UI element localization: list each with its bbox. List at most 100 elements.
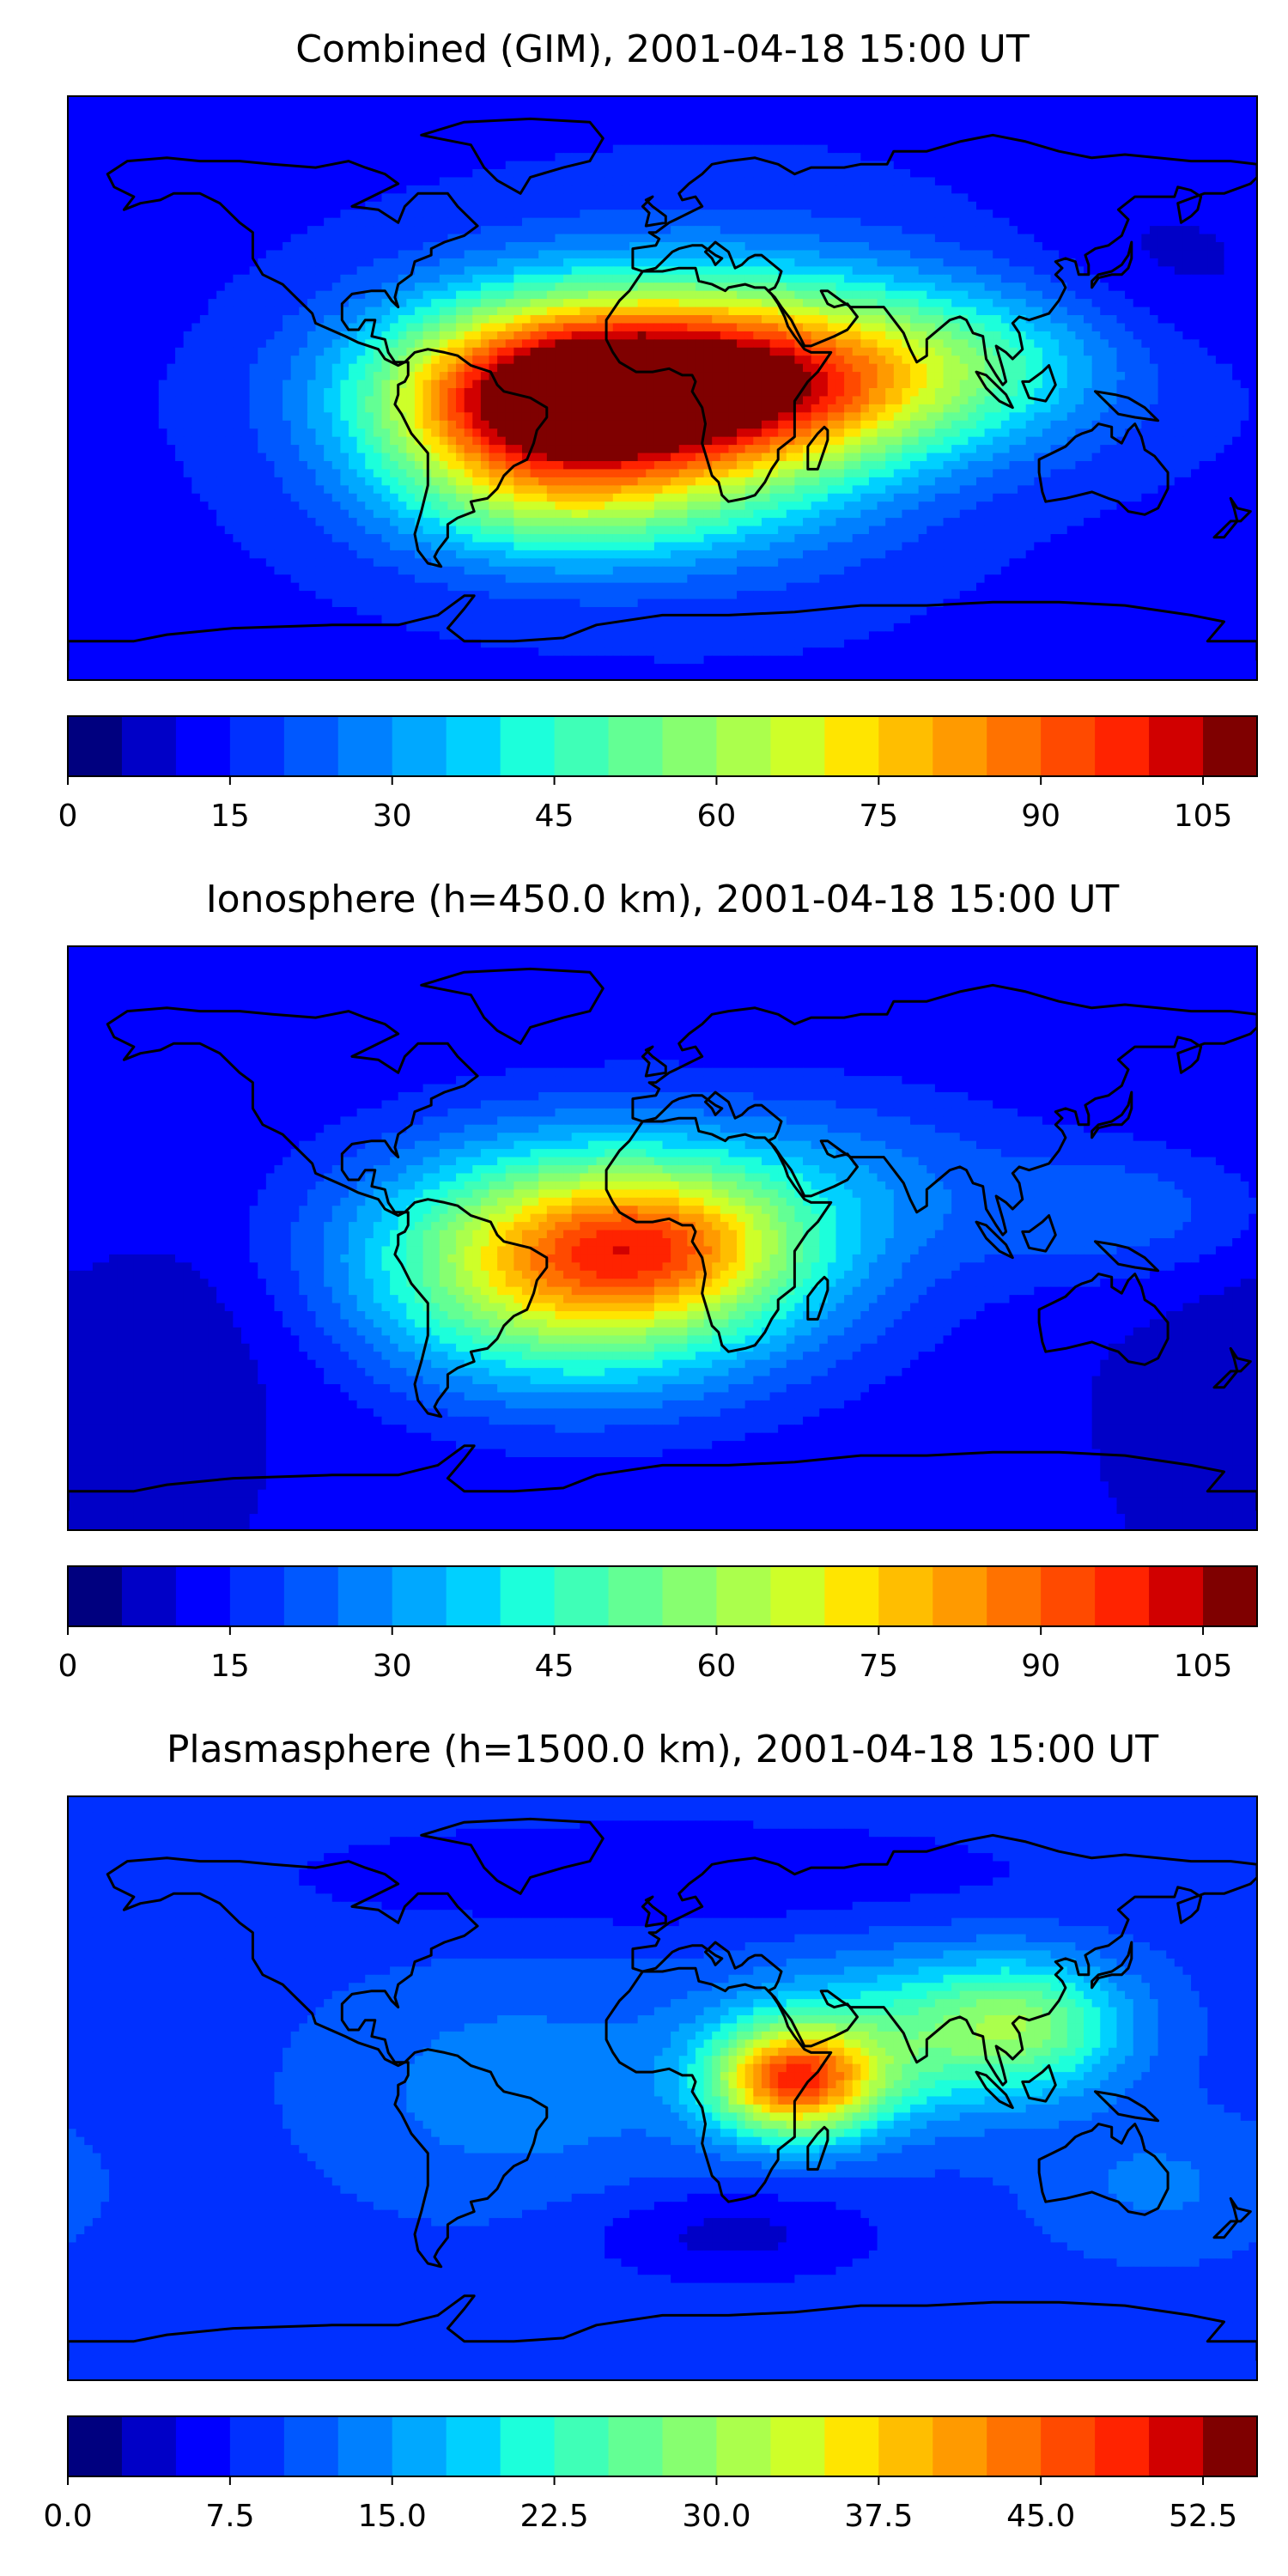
field-cell	[975, 363, 986, 373]
field-cell	[422, 169, 432, 179]
field-cell	[835, 234, 845, 243]
field-cell	[538, 299, 548, 308]
field-cell	[224, 266, 234, 276]
field-cell	[943, 355, 952, 365]
field-cell	[513, 104, 523, 113]
field-cell	[1059, 242, 1068, 252]
field-cell	[480, 161, 490, 170]
field-cell	[546, 331, 556, 340]
field-cell	[934, 339, 945, 349]
field-cell	[68, 217, 77, 227]
field-cell	[1133, 274, 1142, 283]
field-cell	[240, 217, 251, 227]
field-cell	[902, 185, 911, 194]
field-cell	[902, 96, 911, 106]
field-cell	[142, 274, 151, 283]
field-cell	[794, 193, 804, 203]
field-cell	[258, 144, 267, 154]
field-cell	[183, 128, 192, 137]
field-cell	[1215, 323, 1225, 332]
field-cell	[258, 355, 267, 365]
field-cell	[315, 169, 325, 179]
field-cell	[943, 266, 952, 276]
field-cell	[390, 169, 399, 179]
field-cell	[927, 299, 936, 308]
field-cell	[398, 128, 407, 137]
field-cell	[183, 144, 192, 154]
field-cell	[1075, 315, 1084, 325]
field-cell	[753, 112, 762, 121]
field-cell	[125, 258, 135, 267]
field-cell	[199, 153, 210, 162]
field-cell	[530, 347, 539, 356]
field-cell	[290, 185, 300, 194]
field-cell	[910, 274, 920, 283]
field-cell	[1009, 120, 1018, 130]
field-cell	[356, 210, 366, 219]
field-cell	[283, 185, 292, 194]
field-cell	[737, 283, 746, 292]
field-cell	[274, 185, 283, 194]
field-cell	[811, 185, 820, 194]
field-cell	[687, 169, 696, 179]
field-cell	[868, 323, 878, 332]
field-cell	[728, 347, 738, 356]
field-cell	[349, 234, 358, 243]
field-cell	[349, 250, 358, 259]
field-cell	[167, 331, 176, 340]
field-cell	[671, 283, 680, 292]
field-cell	[340, 104, 349, 113]
field-cell	[398, 372, 407, 381]
field-cell	[191, 242, 201, 252]
field-cell	[199, 242, 210, 252]
field-cell	[439, 372, 449, 381]
field-cell	[175, 372, 185, 381]
field-cell	[1232, 193, 1242, 203]
field-cell	[439, 283, 449, 292]
field-cell	[92, 290, 102, 300]
field-cell	[480, 137, 490, 146]
field-cell	[538, 112, 548, 121]
field-cell	[720, 372, 730, 381]
field-cell	[1059, 283, 1068, 292]
field-cell	[852, 185, 861, 194]
field-cell	[646, 307, 655, 316]
field-cell	[621, 331, 630, 340]
field-cell	[563, 355, 573, 365]
field-cell	[786, 185, 795, 194]
field-cell	[431, 274, 440, 283]
field-cell	[1182, 96, 1192, 106]
field-cell	[646, 104, 655, 113]
field-cell	[117, 112, 126, 121]
field-cell	[472, 185, 482, 194]
field-cell	[959, 177, 969, 186]
field-cell	[505, 137, 514, 146]
field-cell	[84, 339, 94, 349]
field-cell	[142, 137, 151, 146]
field-cell	[852, 193, 861, 203]
field-cell	[331, 169, 341, 179]
field-cell	[737, 210, 746, 219]
field-cell	[703, 323, 713, 332]
field-cell	[1224, 258, 1233, 267]
field-cell	[1091, 290, 1101, 300]
field-cell	[968, 112, 977, 121]
field-cell	[1199, 112, 1208, 121]
field-cell	[860, 339, 870, 349]
field-cell	[265, 112, 276, 121]
field-cell	[274, 177, 283, 186]
field-cell	[224, 185, 234, 194]
field-cell	[439, 258, 449, 267]
field-cell	[571, 104, 580, 113]
field-cell	[546, 226, 556, 235]
field-cell	[712, 120, 721, 130]
field-cell	[563, 185, 573, 194]
field-cell	[1009, 274, 1018, 283]
field-cell	[249, 339, 258, 349]
field-cell	[761, 120, 771, 130]
field-cell	[1133, 128, 1142, 137]
field-cell	[975, 112, 986, 121]
field-cell	[1215, 242, 1225, 252]
field-cell	[778, 226, 787, 235]
field-cell	[703, 201, 713, 210]
